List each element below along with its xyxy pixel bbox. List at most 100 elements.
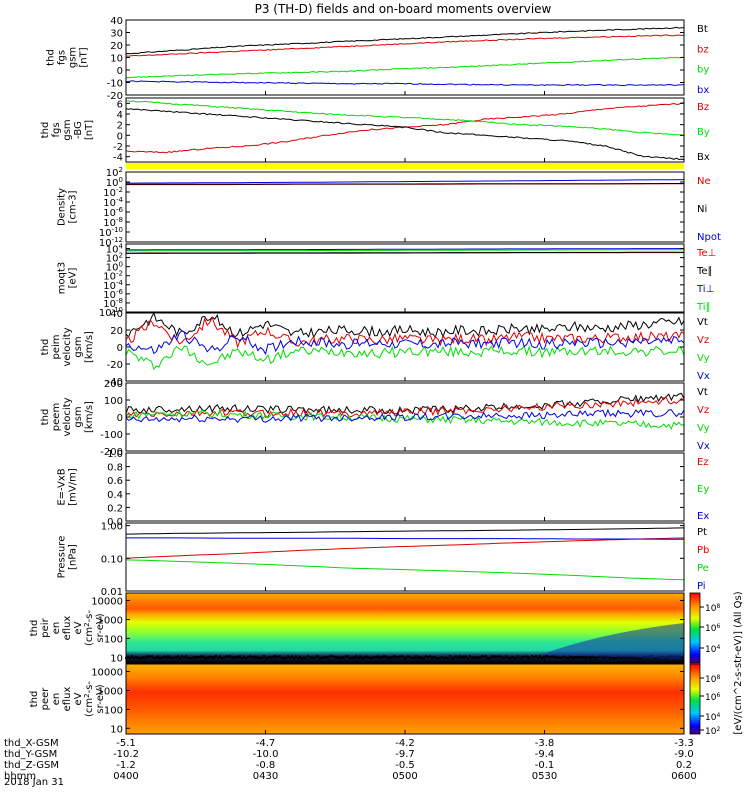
series-pressure-1 xyxy=(125,537,685,559)
colorbar-ticks: 108 106 104 108 106 104 102 xyxy=(700,603,720,737)
legend-peim-velocity-0: Vt xyxy=(697,317,708,328)
colorbar-tick-label: 104 xyxy=(705,712,720,723)
legend-fgs-3: bx xyxy=(697,85,709,96)
ytick-label-peer-energy: 100 xyxy=(104,705,123,716)
ytick-label-fgs-gsm: -2 xyxy=(113,142,123,153)
ylabel-peer-energy: thd peer en eflux eV (cm2-s-sr-eV) xyxy=(29,681,106,717)
ylabel-line: [km/s] xyxy=(84,401,95,433)
legend-pressure-1: Pb xyxy=(697,545,709,556)
ytick-label-peir-energy: 1000 xyxy=(98,615,123,626)
ylabel-line: gsm xyxy=(73,406,84,427)
ytick-label-temperature: 10-2 xyxy=(103,270,123,283)
ytick-label-pressure: 1.00 xyxy=(101,522,123,533)
ylabel-line: thd xyxy=(40,339,51,356)
ytick-label-temperature: 100 xyxy=(106,261,123,274)
xaxis-value: -0.5 xyxy=(395,760,415,771)
ytick-label-peir-energy: 10000 xyxy=(91,597,123,608)
ytick-label-peer-energy: 1000 xyxy=(98,686,123,697)
ytick-label-density: 10-6 xyxy=(103,206,123,219)
ylabel-line: en xyxy=(51,622,62,635)
ylabel-fgs: thd fgs gsm [nT] xyxy=(46,47,90,68)
ytick-label-fgs-gsm: 4 xyxy=(117,110,123,121)
series-temperature-1 xyxy=(126,251,684,254)
legend-fgs-gsm-1: By xyxy=(697,127,710,138)
ytick-label-density: 10-12 xyxy=(99,236,123,249)
panel-pressure: 0.01 0.10 1.00 Pressure [nPa] Pt Pb Pe Pi xyxy=(57,522,710,598)
xaxis-value: -4.7 xyxy=(256,738,276,749)
series-fgs-1 xyxy=(125,34,685,57)
legend-density-2: Npot xyxy=(697,232,721,243)
ylabel-line: (cm2-s- xyxy=(83,681,95,717)
legend-efield-2: Ex xyxy=(697,511,709,522)
legend-fgs-1: bz xyxy=(697,44,709,55)
ylabel-efield: E=-VxB [mV/m] xyxy=(57,468,79,506)
legend-temperature-2: Ti⊥ xyxy=(696,284,714,295)
xaxis-value: 0400 xyxy=(113,771,138,782)
ytick-label-fgs-gsm: 6 xyxy=(117,99,123,110)
date-label: 2018 Jan 31 xyxy=(4,777,64,788)
colorbar-tick-label: 102 xyxy=(705,726,720,737)
series-fgs-gsm-1 xyxy=(126,100,685,137)
ytick-label-peim-velocity: 0 xyxy=(117,343,123,354)
series-fgs-2 xyxy=(125,56,684,79)
panel-peir-energy: 10 100 1000 10000 thd peir en eflux eV (cm2-s-sr-… xyxy=(29,592,685,664)
figure-title: P3 (TH-D) fields and on-board moments ov… xyxy=(255,2,552,16)
ytick-label-peem-velocity: 0 xyxy=(117,413,123,424)
ytick-label-fgs-gsm: -4 xyxy=(113,153,123,164)
xaxis-value: -3.3 xyxy=(674,738,694,749)
series-peim-velocity-3 xyxy=(125,329,685,356)
ytick-label-efield: 1.0 xyxy=(107,449,123,460)
ylabel-line: thd xyxy=(46,49,57,66)
xaxis-row-label: thd_Z-GSM xyxy=(4,760,59,771)
xaxis-value: 0530 xyxy=(532,771,557,782)
spectrogram-peer-energy xyxy=(126,664,684,734)
ytick-label-temperature: 10-8 xyxy=(103,297,123,310)
ytick-label-fgs: 0 xyxy=(117,66,123,77)
ylabel-line: velocity xyxy=(62,397,73,436)
series-peem-velocity-0 xyxy=(125,392,685,415)
legend-temperature-1: Te∥ xyxy=(696,266,713,277)
legend-efield-0: Ez xyxy=(697,457,709,468)
ylabel-line: sr-eV) xyxy=(95,684,106,713)
series-temperature-2 xyxy=(126,248,685,251)
series-peim-velocity-1 xyxy=(125,316,685,349)
ytick-label-efield: 0.8 xyxy=(107,463,123,474)
legend-density-0: Ne xyxy=(697,176,711,187)
ytick-label-fgs: 10 xyxy=(110,54,123,65)
ylabel-line: (cm2-s- xyxy=(83,610,95,646)
ytick-label-pressure: 0.01 xyxy=(101,587,123,598)
xaxis-value: -10.2 xyxy=(113,749,139,760)
colorbar-tick-label: 106 xyxy=(705,623,720,634)
ylabel-line: fgs xyxy=(51,122,62,137)
spectrogram-low-energy-feature xyxy=(540,623,684,659)
panel-peim-velocity: -40 -20 0 20 40 thd peim velocity gsm [km/s] Vt Vz V… xyxy=(40,309,710,388)
ylabel-line: gsm xyxy=(62,119,73,140)
ylabel-line: moqt3 xyxy=(57,262,68,295)
ylabel-density: Density [cm-3] xyxy=(57,188,79,226)
ylabel-line: gsm xyxy=(73,336,84,357)
legend-fgs-gsm-2: Bx xyxy=(697,152,710,163)
xaxis-value: -10.0 xyxy=(253,749,279,760)
series-fgs-gsm-2 xyxy=(125,108,685,161)
frame-fgs-gsm xyxy=(125,97,685,163)
xaxis-value: -0.1 xyxy=(535,760,555,771)
panel-peem-velocity: -200 -100 0 100 200 thd peem velocity gsm [km/s] V… xyxy=(40,379,710,458)
ylabel-line: [km/s] xyxy=(84,331,95,363)
ytick-label-efield: 0.6 xyxy=(107,476,123,487)
ylabel-line: thd xyxy=(29,691,40,708)
ytick-label-efield: 0.0 xyxy=(107,517,123,528)
ytick-label-peir-energy: 10 xyxy=(110,653,123,664)
xaxis-value: -9.4 xyxy=(535,749,555,760)
ytick-label-fgs-gsm: 0 xyxy=(117,131,123,142)
ylabel-line: [nPa] xyxy=(68,544,79,570)
ylabel-line: Density xyxy=(57,188,68,226)
legend-peim-velocity-1: Vz xyxy=(697,335,709,346)
ylabel-line: thd xyxy=(29,620,40,637)
ylabel-line: peem xyxy=(51,403,62,431)
ytick-label-density: 10-10 xyxy=(99,226,123,239)
ytick-label-peer-energy: 10 xyxy=(110,724,123,735)
series-pressure-3 xyxy=(126,537,684,540)
ylabel-line: [cm-3] xyxy=(68,190,79,223)
legend-peem-velocity-3: Vx xyxy=(697,441,710,452)
